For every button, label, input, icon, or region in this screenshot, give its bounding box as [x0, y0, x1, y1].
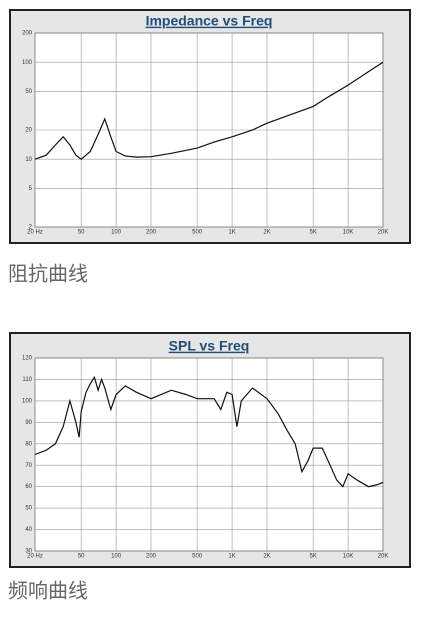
y-tick-label: 50 [25, 506, 32, 512]
caption: 阻抗曲线 [8, 262, 88, 285]
x-tick-label: 2K [263, 230, 270, 236]
y-tick-label: 2 [29, 225, 33, 231]
x-tick-label: 20 Hz [27, 554, 43, 560]
x-tick-label: 1K [228, 554, 235, 560]
y-tick-label: 100 [22, 398, 33, 404]
y-tick-label: 90 [25, 420, 32, 426]
x-tick-label: 5K [309, 230, 316, 236]
x-tick-label: 20K [378, 230, 389, 236]
chart-title: SPL vs Freq [169, 338, 250, 354]
y-tick-label: 70 [25, 463, 32, 469]
y-tick-label: 120 [22, 356, 33, 362]
chart-frame [9, 9, 411, 568]
y-tick-label: 110 [22, 377, 32, 383]
data-line [34, 61, 384, 160]
x-tick-label: 5K [309, 554, 316, 560]
y-tick-label: 5 [29, 186, 33, 192]
x-tick-label: 500 [192, 554, 203, 560]
y-tick-label: 200 [22, 31, 33, 37]
x-tick-label: 10K [343, 554, 354, 560]
x-tick-label: 1K [228, 230, 235, 236]
x-tick-label: 100 [111, 230, 122, 236]
x-tick-label: 200 [146, 230, 157, 236]
x-tick-label: 10K [343, 230, 354, 236]
x-tick-label: 20 Hz [27, 230, 43, 236]
y-tick-label: 20 [25, 128, 32, 134]
x-tick-label: 20K [378, 554, 389, 560]
x-tick-label: 500 [192, 230, 203, 236]
x-tick-label: 50 [78, 554, 85, 560]
x-tick-label: 200 [146, 554, 157, 560]
x-tick-label: 2K [263, 554, 270, 560]
caption: 频响曲线 [8, 579, 88, 602]
chart-title: Impedance vs Freq [146, 13, 273, 29]
y-tick-label: 30 [25, 549, 32, 555]
y-tick-label: 40 [25, 527, 32, 533]
x-tick-label: 50 [78, 230, 85, 236]
x-tick-label: 100 [111, 554, 122, 560]
y-tick-label: 100 [22, 60, 33, 66]
data-line [34, 375, 384, 488]
y-tick-label: 60 [25, 484, 32, 490]
y-tick-label: 10 [25, 157, 32, 163]
y-tick-label: 80 [25, 441, 32, 447]
y-tick-label: 50 [25, 89, 32, 95]
